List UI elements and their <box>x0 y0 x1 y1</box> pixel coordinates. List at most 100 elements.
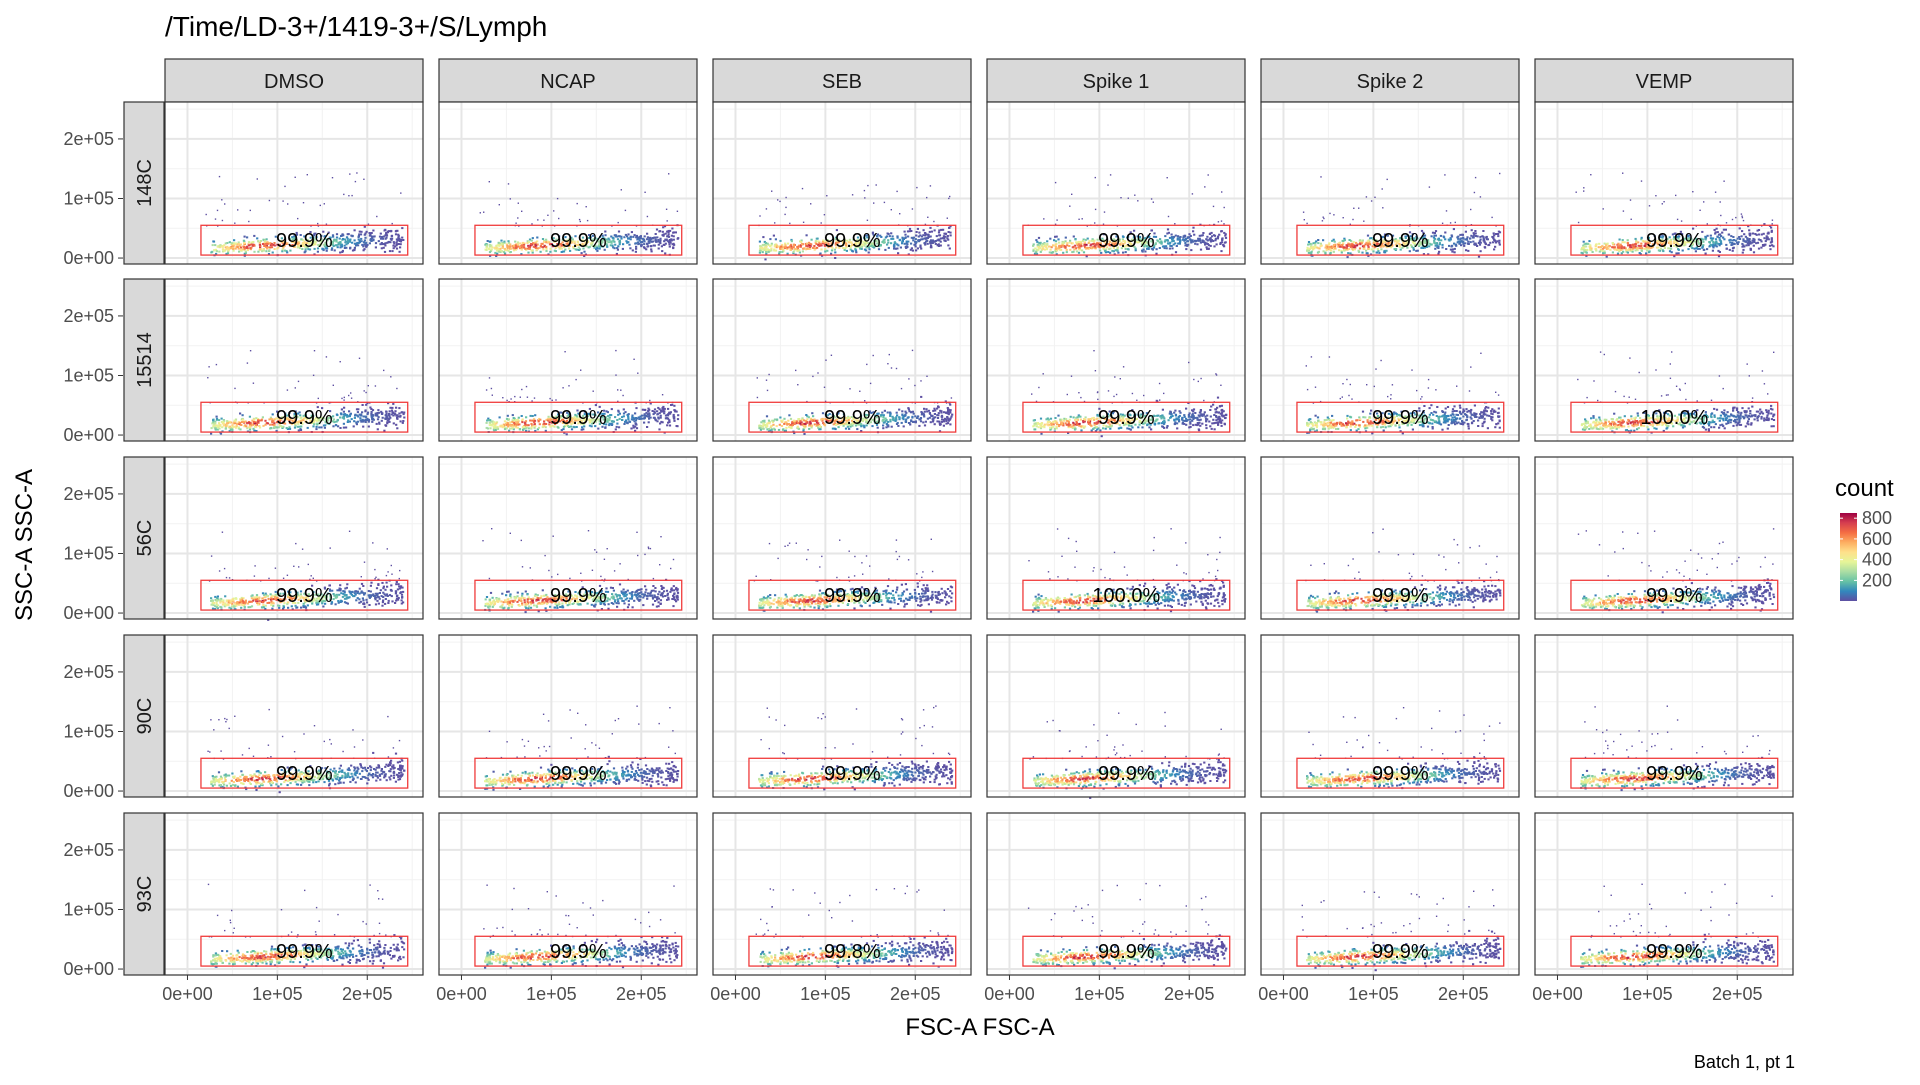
density-cell <box>1363 245 1365 247</box>
density-cell <box>1207 248 1209 250</box>
density-cell <box>234 421 236 423</box>
density-cell <box>672 232 674 234</box>
density-cell <box>649 237 651 239</box>
density-cell <box>1169 248 1171 250</box>
outlier-point <box>1382 207 1383 208</box>
density-cell <box>796 250 798 252</box>
density-cell <box>615 236 617 238</box>
density-cell <box>336 237 338 239</box>
density-cell <box>1749 238 1751 240</box>
outlier-point <box>517 217 518 218</box>
density-cell <box>496 253 498 255</box>
density-cell <box>1480 239 1482 241</box>
density-cell <box>791 240 793 242</box>
density-cell <box>1161 242 1163 244</box>
density-cell <box>610 241 612 243</box>
density-cell <box>1206 246 1208 248</box>
density-cell <box>626 422 628 424</box>
density-cell <box>248 426 250 428</box>
density-cell <box>388 413 390 415</box>
density-cell <box>232 248 234 250</box>
outlier-point <box>1583 190 1584 191</box>
density-cell <box>1213 245 1215 247</box>
density-cell <box>652 237 654 239</box>
density-cell <box>1640 245 1642 247</box>
density-cell <box>886 424 888 426</box>
density-cell <box>1214 235 1216 237</box>
density-cell <box>635 248 637 250</box>
density-cell <box>637 241 639 243</box>
density-cell <box>1354 248 1356 250</box>
density-cell <box>1728 234 1730 236</box>
density-cell <box>1735 240 1737 242</box>
density-cell <box>1314 244 1316 246</box>
density-cell <box>213 425 215 427</box>
density-cell <box>1614 249 1616 251</box>
density-cell <box>775 238 777 240</box>
density-cell <box>351 418 353 420</box>
density-cell <box>223 423 225 425</box>
density-cell <box>662 234 664 236</box>
density-cell <box>890 242 892 244</box>
density-cell <box>1587 243 1589 245</box>
density-cell <box>1465 231 1467 233</box>
density-cell <box>1177 243 1179 245</box>
density-cell <box>897 244 899 246</box>
density-cell <box>333 245 335 247</box>
density-cell <box>1079 247 1081 249</box>
y-tick-label: 2e+05 <box>63 129 114 149</box>
density-cell <box>340 413 342 415</box>
density-cell <box>265 250 267 252</box>
density-cell <box>527 245 529 247</box>
density-cell <box>646 426 648 428</box>
density-cell <box>642 409 644 411</box>
density-cell <box>1462 241 1464 243</box>
density-cell <box>779 424 781 426</box>
density-cell <box>1084 241 1086 243</box>
density-cell <box>529 420 531 422</box>
density-cell <box>365 245 367 247</box>
outlier-point <box>1082 218 1083 219</box>
density-cell <box>901 422 903 424</box>
density-cell <box>1095 244 1097 246</box>
density-cell <box>896 235 898 237</box>
density-cell <box>500 425 502 427</box>
density-cell <box>363 241 365 243</box>
density-cell <box>1435 230 1437 232</box>
density-cell <box>393 422 395 424</box>
density-cell <box>372 414 374 416</box>
density-cell <box>1475 243 1477 245</box>
density-cell <box>640 237 642 239</box>
density-cell <box>510 251 512 253</box>
density-cell <box>1046 248 1048 250</box>
density-cell <box>920 420 922 422</box>
density-cell <box>1167 228 1169 230</box>
density-cell <box>906 241 908 243</box>
column-strip-label-4: Spike 1 <box>1083 71 1150 93</box>
density-cell <box>490 424 492 426</box>
density-cell <box>1032 250 1034 252</box>
density-cell <box>369 242 371 244</box>
density-cell <box>644 409 646 411</box>
density-cell <box>618 426 620 428</box>
density-cell <box>359 417 361 419</box>
density-cell <box>363 416 365 418</box>
density-cell <box>339 427 341 429</box>
density-cell <box>1712 237 1714 239</box>
density-cell <box>625 419 627 421</box>
density-cell <box>354 239 356 241</box>
density-cell <box>240 247 242 249</box>
density-cell <box>1048 246 1050 248</box>
density-cell <box>1058 245 1060 247</box>
density-cell <box>1177 237 1179 239</box>
density-cell <box>765 242 767 244</box>
density-cell <box>1212 240 1214 242</box>
density-cell <box>519 246 521 248</box>
density-cell <box>536 249 538 251</box>
density-cell <box>1723 229 1725 231</box>
density-cell <box>486 247 488 249</box>
outlier-point <box>916 187 917 188</box>
density-cell <box>797 246 799 248</box>
density-cell <box>1592 251 1594 253</box>
density-cell <box>1035 239 1037 241</box>
